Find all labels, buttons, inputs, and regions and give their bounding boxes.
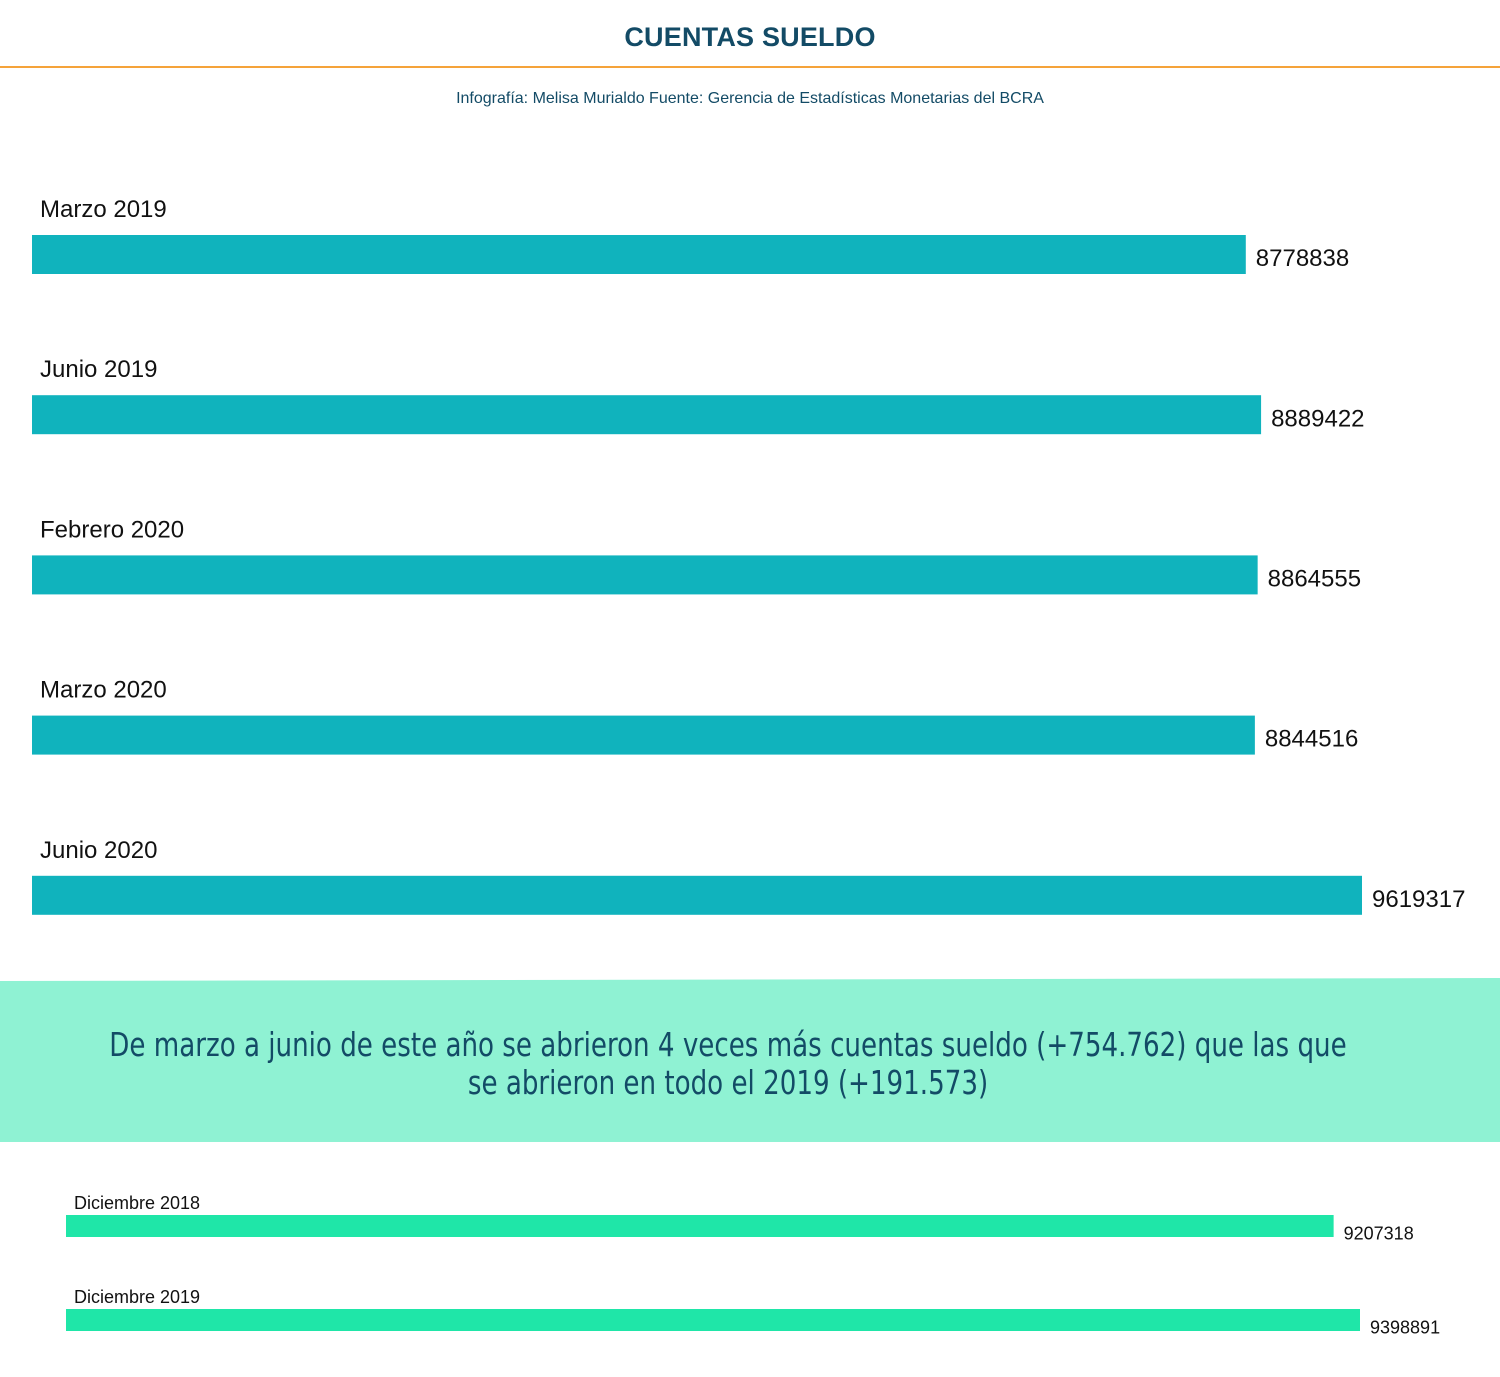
category-label: Diciembre 2019 — [74, 1287, 200, 1307]
bar — [66, 1309, 1360, 1331]
category-label: Febrero 2020 — [40, 516, 184, 543]
value-label: 8778838 — [1256, 245, 1349, 272]
value-label: 9207318 — [1344, 1223, 1414, 1243]
callout-banner — [0, 978, 1500, 1142]
bar — [66, 1215, 1334, 1237]
callout-text: De marzo a junio de este año se abrieron… — [109, 1025, 1347, 1102]
chart-title: CUENTAS SUELDO — [624, 22, 876, 52]
bar — [32, 715, 1255, 755]
bar — [32, 555, 1258, 595]
value-label: 8889422 — [1271, 405, 1364, 432]
value-label: 9619317 — [1372, 886, 1465, 913]
value-label: 9398891 — [1370, 1317, 1440, 1337]
bar — [32, 235, 1246, 274]
category-label: Marzo 2019 — [40, 196, 167, 223]
category-label: Junio 2019 — [40, 356, 157, 383]
chart-subtitle: Infografía: Melisa Murialdo Fuente: Gere… — [456, 90, 1044, 107]
title-divider — [0, 66, 1500, 68]
value-label: 8864555 — [1268, 566, 1361, 593]
category-label: Diciembre 2018 — [74, 1193, 200, 1213]
bar — [32, 395, 1262, 435]
category-label: Junio 2020 — [40, 837, 157, 864]
category-label: Marzo 2020 — [40, 677, 167, 704]
bar — [32, 875, 1362, 915]
value-label: 8844516 — [1265, 726, 1358, 753]
